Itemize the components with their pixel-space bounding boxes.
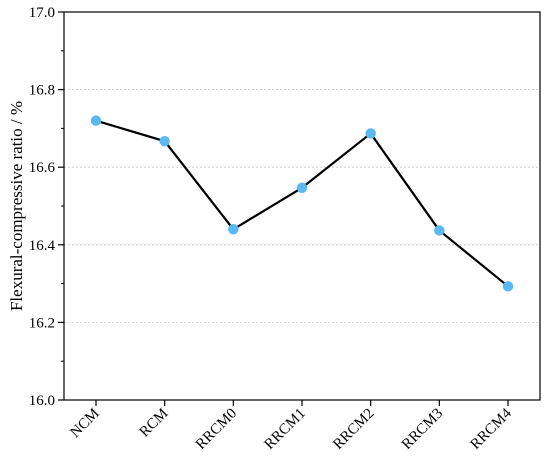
data-point: [502, 281, 514, 292]
x-axis: NCM RCM RRCM0 RRCM1 RRCM2 RRCM3 RRCM4: [67, 400, 515, 453]
x-tick-label: RRCM0: [193, 406, 240, 453]
y-tick-label: 17.0: [29, 5, 55, 21]
x-tick-label: RRCM4: [468, 405, 516, 453]
x-tick-label: RRCM1: [262, 406, 309, 453]
y-axis: 16.0 16.2 16.4 16.6 16.8 17.0: [29, 5, 64, 409]
series-line-group: [90, 115, 514, 292]
y-tick-label: 16.2: [29, 315, 55, 331]
x-tick-label: RRCM2: [330, 406, 377, 453]
series-line: [95, 119, 509, 288]
data-point: [296, 182, 308, 194]
data-point: [159, 135, 170, 147]
grid-lines: [64, 89, 540, 323]
data-point: [228, 224, 239, 235]
plot-frame: [63, 11, 541, 401]
y-axis-title: Flexural-compressive ratio / %: [7, 101, 26, 311]
y-tick-label: 16.8: [29, 83, 55, 99]
data-point: [434, 225, 445, 236]
x-tick-label: NCM: [67, 406, 102, 441]
data-point: [365, 128, 376, 139]
x-tick-label: RCM: [137, 406, 172, 441]
data-point: [90, 115, 102, 126]
y-tick-label: 16.0: [29, 393, 55, 409]
y-tick-label: 16.4: [29, 238, 56, 254]
y-tick-label: 16.6: [29, 160, 56, 176]
x-tick-label: RRCM3: [399, 406, 446, 453]
